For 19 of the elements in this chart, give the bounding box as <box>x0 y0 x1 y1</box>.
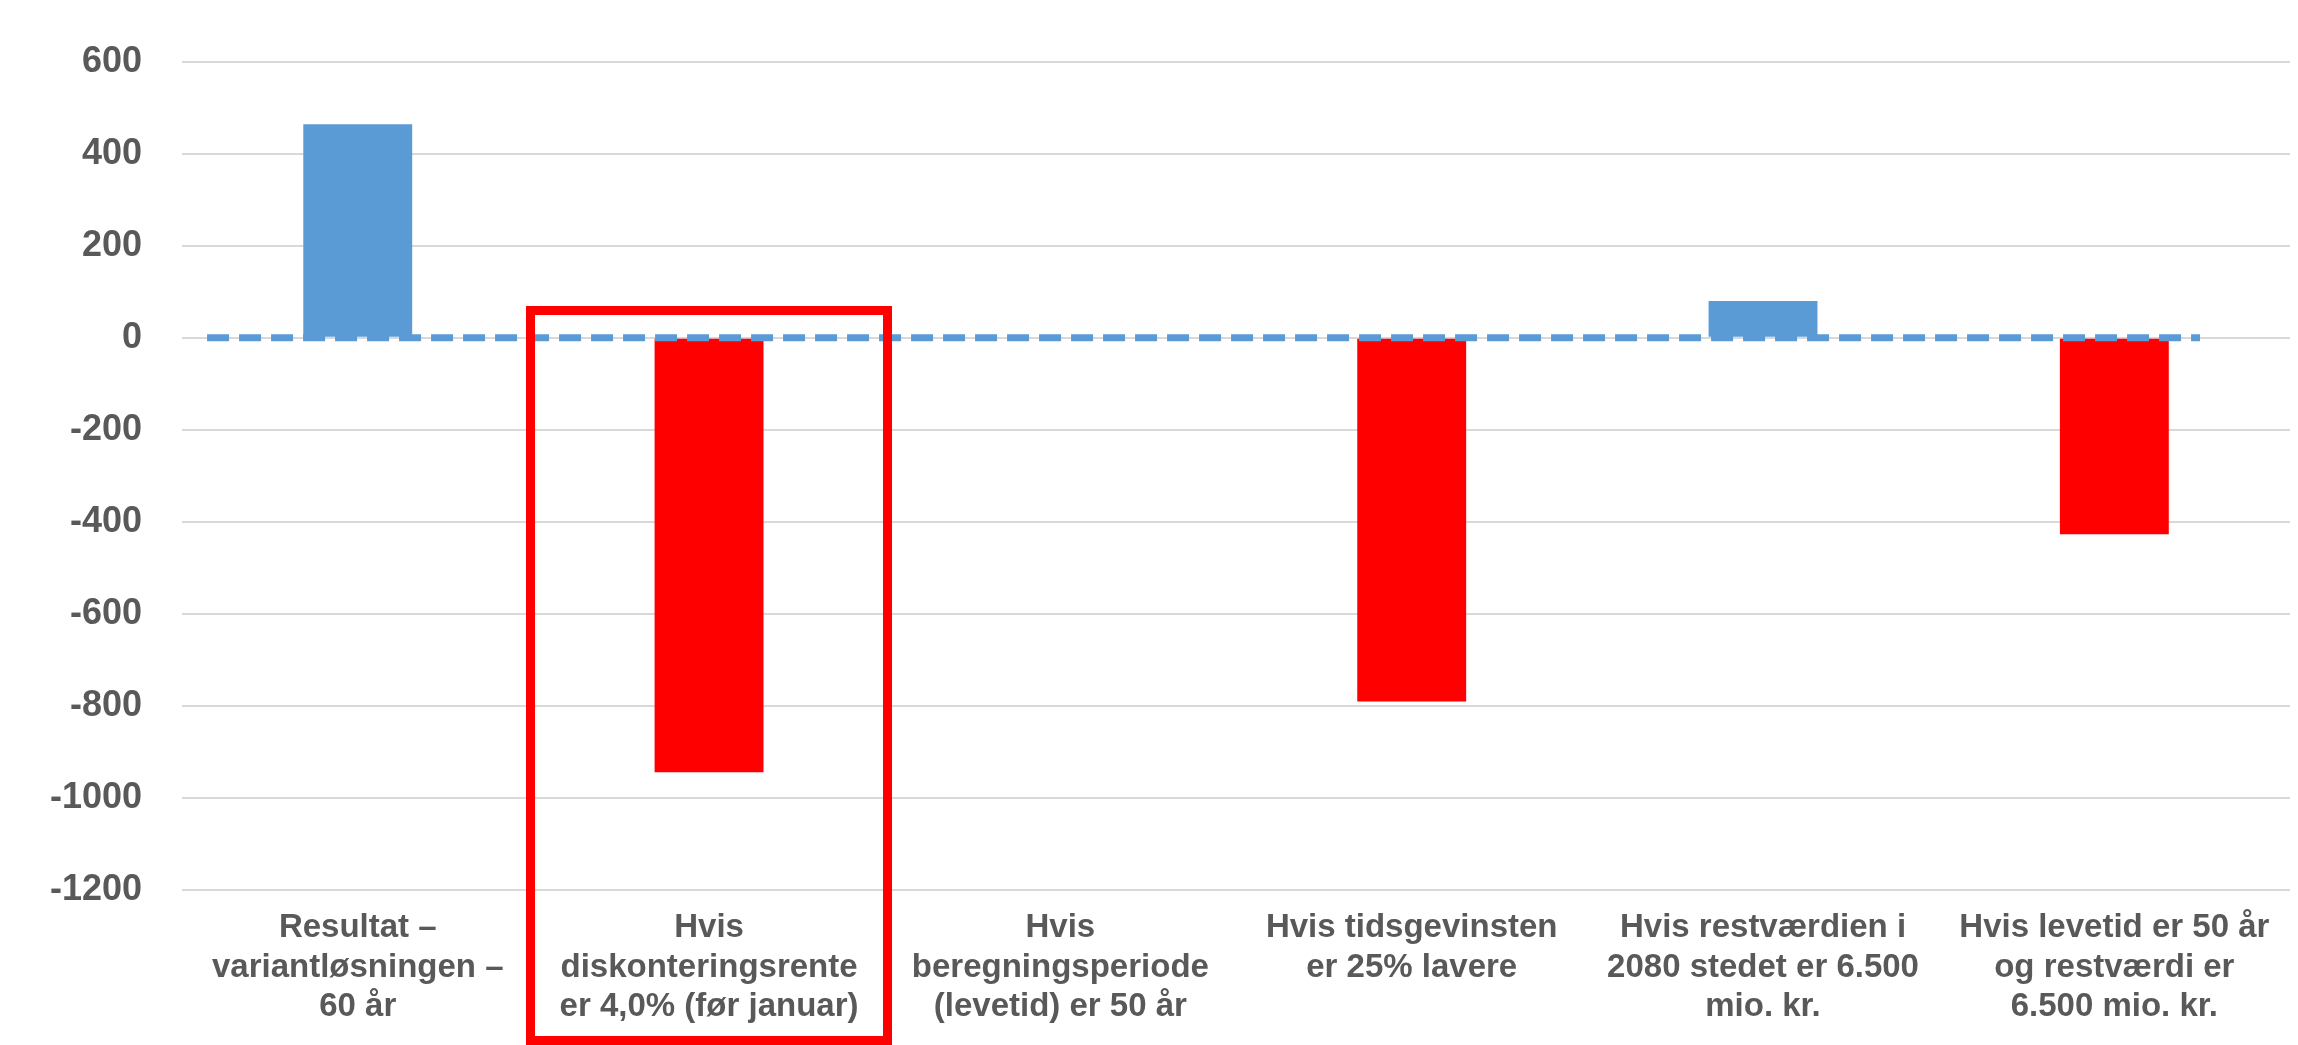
y-tick-label: -600 <box>70 590 143 632</box>
x-tick-label: Resultat – variantløsningen – 60 år <box>211 907 504 1024</box>
y-tick-label: 600 <box>82 38 143 80</box>
bar <box>1357 338 1467 702</box>
x-tick-label: Hvis diskonteringsrente er 4,0% (før januar) <box>559 907 859 1024</box>
y-tick-label: -200 <box>70 406 143 448</box>
y-tick-label: -1200 <box>50 867 143 909</box>
bar <box>654 338 764 773</box>
bar <box>2059 338 2169 535</box>
y-tick-label: -1000 <box>50 775 143 817</box>
y-tick-label: -800 <box>70 682 143 724</box>
y-tick-label: 0 <box>122 314 143 356</box>
x-tick-label: Hvis tidsgevinsten er 25% lavere <box>1265 907 1558 984</box>
x-tick-label: Hvis restværdien i 2080 stedet er 6.500 mio. kr. <box>1607 907 1919 1024</box>
x-tick-label: Hvis beregningsperiode (levetid) er 50 år <box>911 907 1209 1024</box>
x-tick-label: Hvis levetid er 50 år og restværdi er 6.500 mio. kr. <box>1959 907 2270 1024</box>
y-tick-label: 400 <box>82 130 143 172</box>
y-tick-label: -400 <box>70 498 143 540</box>
y-tick-label: 200 <box>82 222 143 264</box>
